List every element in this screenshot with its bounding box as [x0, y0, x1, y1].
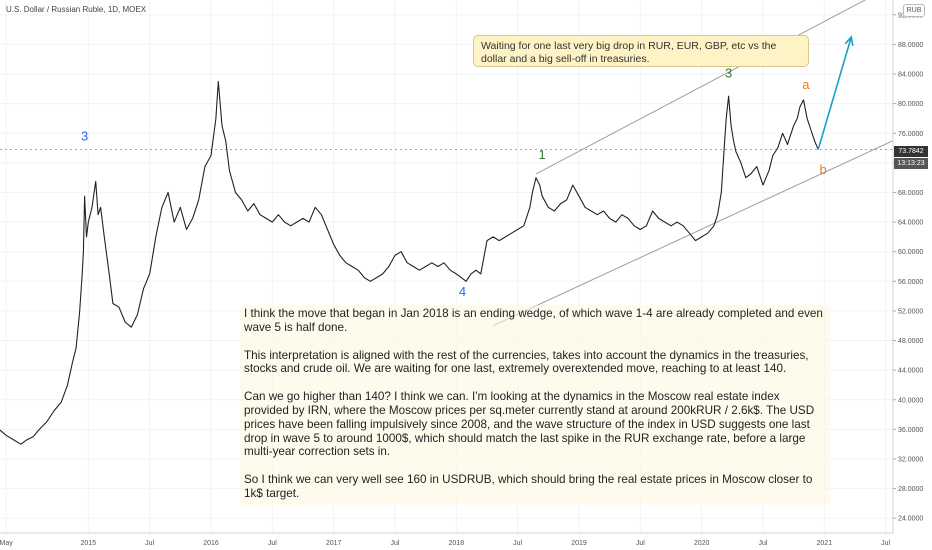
- price-line: [0, 80, 819, 445]
- time-axis: May 2015 Jul 2016 Jul 2017 Jul 2018 Jul 2019 Jul 20…: [0, 532, 932, 550]
- wave-label: 1: [539, 147, 546, 162]
- time-tick-label: Jul: [636, 540, 645, 547]
- time-tick-label: Jul: [268, 540, 277, 547]
- analysis-text: I think the move that began in Jan 2018 …: [240, 305, 830, 505]
- time-tick-label: 2017: [326, 540, 342, 547]
- time-tick-label: 2021: [817, 540, 833, 547]
- wave-label: 3: [81, 129, 88, 144]
- price-tick-label: 84.0000: [898, 72, 923, 79]
- price-tick-label: 60.0000: [898, 249, 923, 256]
- price-tick-label: 36.0000: [898, 427, 923, 434]
- channel-lower-line: [492, 140, 894, 327]
- wave-label: a: [802, 77, 810, 92]
- price-tick-label: 76.0000: [898, 131, 923, 138]
- analysis-paragraph: Can we go higher than 140? I think we ca…: [244, 390, 815, 459]
- price-series: [0, 80, 819, 445]
- annotation-note[interactable]: Waiting for one last very big drop in RU…: [473, 35, 809, 67]
- time-tick-label: 2016: [203, 540, 219, 547]
- price-tick-label: 64.0000: [898, 220, 923, 227]
- price-tick-label: 80.0000: [898, 101, 923, 108]
- analysis-paragraph: I think the move that began in Jan 2018 …: [244, 307, 823, 334]
- analysis-paragraph: This interpretation is aligned with the …: [244, 348, 809, 376]
- price-tick-label: 52.0000: [898, 308, 923, 315]
- time-tick-label: Jul: [145, 540, 154, 547]
- time-tick-label: Jul: [513, 540, 522, 547]
- time-axis-bg: [0, 533, 932, 550]
- price-tick-label: 28.0000: [898, 486, 923, 493]
- channel-upper-line: [535, 0, 867, 175]
- projection-arrowhead: [844, 35, 854, 47]
- projection-arrow-line: [817, 36, 853, 150]
- time-tick-label: 2019: [571, 540, 587, 547]
- time-tick-label: Jul: [881, 540, 890, 547]
- price-tick-label: 32.0000: [898, 456, 923, 463]
- time-tick-label: 2018: [449, 540, 465, 547]
- note-text: Waiting for one last very big drop in RU…: [481, 40, 777, 65]
- price-tick-label: 24.0000: [898, 516, 923, 523]
- chart-title: U.S. Dollar / Russian Ruble, 1D, MOEX: [6, 5, 147, 14]
- price-tick-label: 40.0000: [898, 397, 923, 404]
- wave-label: 4: [459, 284, 466, 299]
- countdown-tag: 13:13:23: [894, 158, 928, 169]
- time-tick-label: 2015: [81, 540, 97, 547]
- price-axis: 24.0000 28.0000 32.0000 36.0000 40.0000 44.00…: [892, 0, 932, 550]
- price-tick-label: 44.0000: [898, 368, 923, 375]
- wedge-channel: [0, 0, 894, 327]
- time-tick-label: Jul: [391, 540, 400, 547]
- wave-labels: 3 4 1 3 a b: [81, 66, 827, 299]
- price-tick-label: 88.0000: [898, 42, 923, 49]
- wave-label: 3: [725, 66, 732, 81]
- time-tick-label: 2020: [694, 540, 710, 547]
- price-axis-bg: [893, 0, 932, 550]
- price-tag: 73.7842: [894, 146, 928, 157]
- price-tick-label: 48.0000: [898, 338, 923, 345]
- analysis-paragraph: So I think we can very well see 160 in U…: [244, 473, 813, 500]
- time-tick-label: May: [0, 540, 13, 547]
- currency-button[interactable]: RUB: [903, 4, 925, 17]
- price-tick-label: 68.0000: [898, 190, 923, 197]
- price-tick-label: 56.0000: [898, 279, 923, 286]
- wave-label: b: [819, 162, 826, 177]
- projection-arrow: [817, 35, 854, 150]
- time-tick-label: Jul: [758, 540, 767, 547]
